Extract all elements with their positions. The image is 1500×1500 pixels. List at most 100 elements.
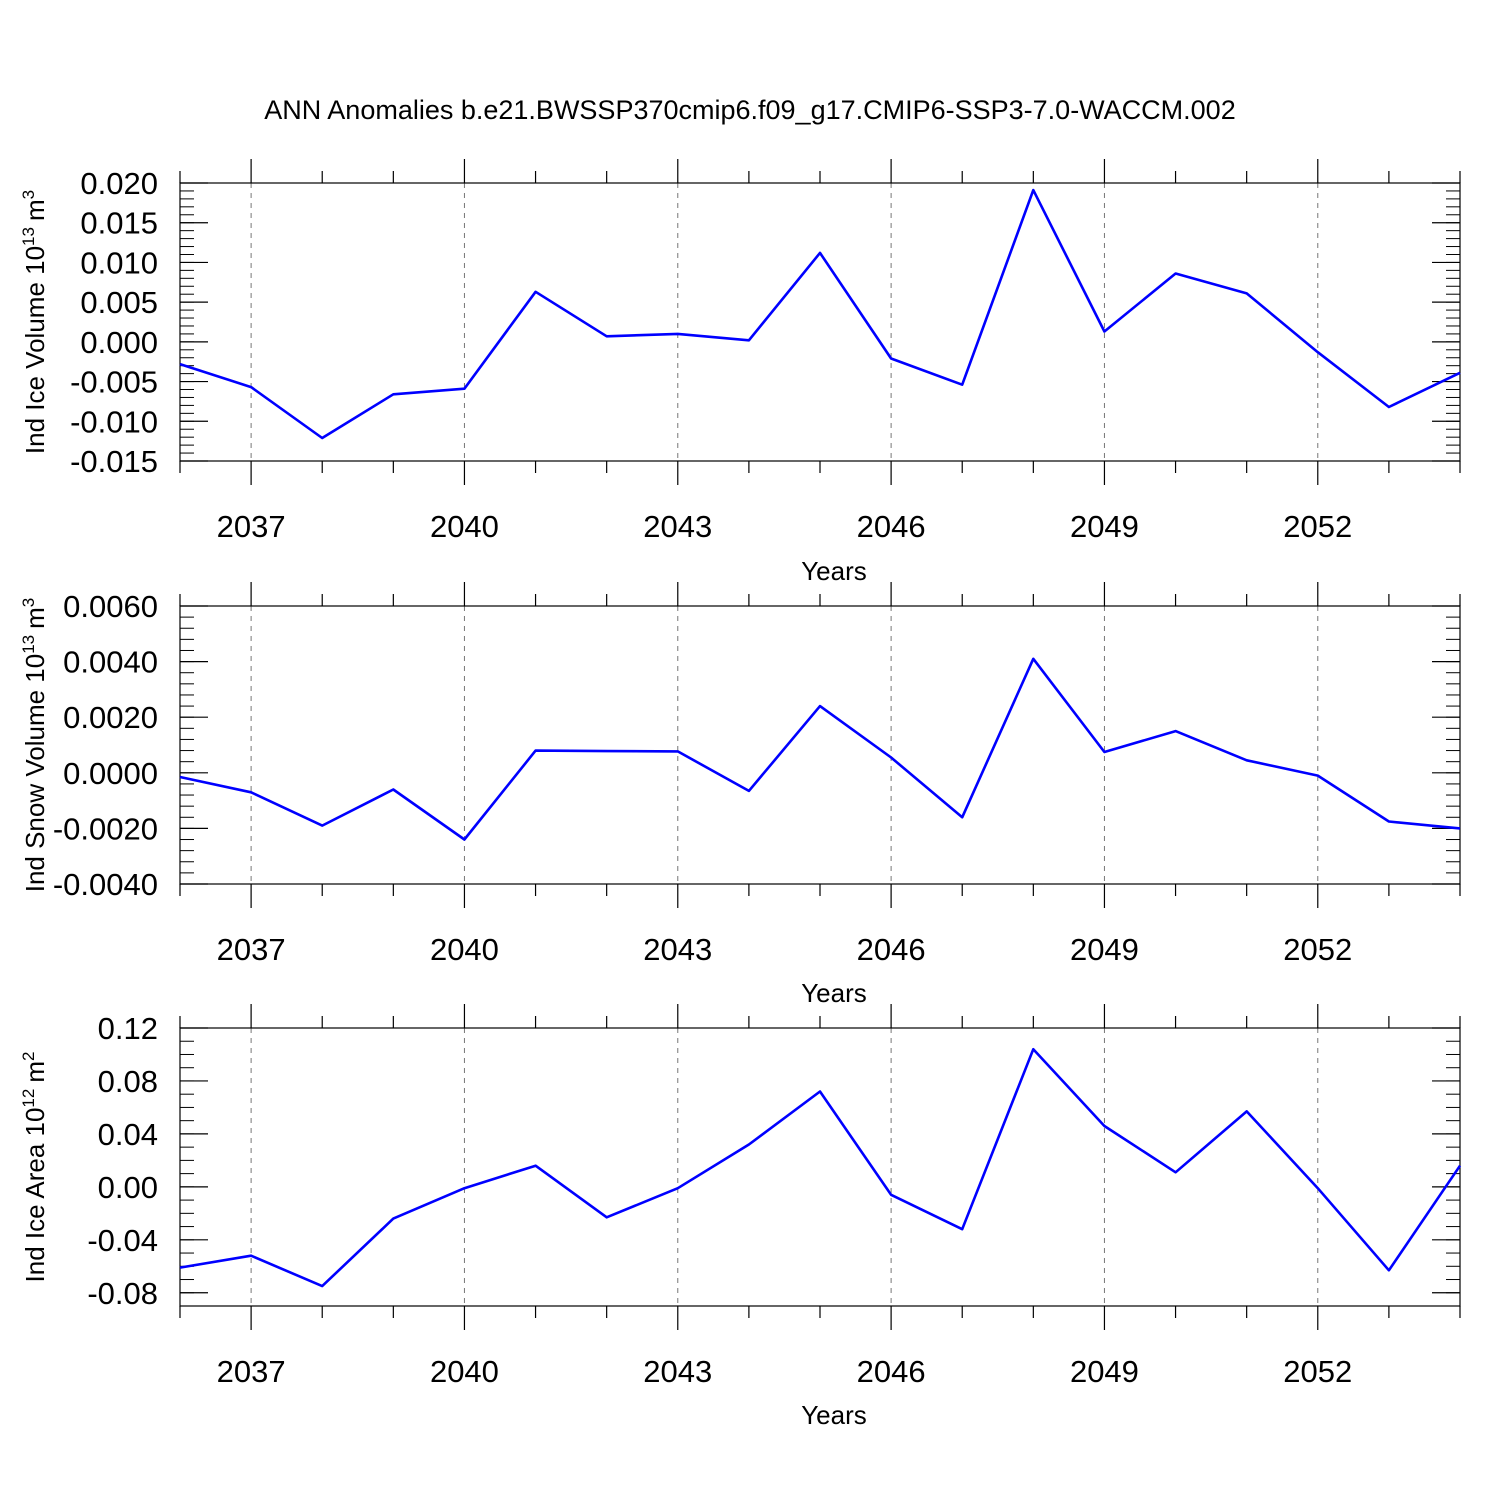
- plot-frame: [179, 1027, 1461, 1307]
- y-tick-label: 0.015: [80, 206, 158, 241]
- x-tick-label: 2049: [1070, 1354, 1139, 1389]
- x-tick-label: 2043: [643, 932, 712, 967]
- data-point: [249, 385, 253, 389]
- x-tick-label: 2046: [857, 509, 926, 544]
- data-point: [1102, 330, 1106, 334]
- data-point: [178, 362, 182, 366]
- series-line: [179, 1047, 1462, 1288]
- data-point: [1316, 1186, 1320, 1190]
- x-axis-label: Years: [801, 1400, 867, 1430]
- data-point: [818, 1090, 822, 1094]
- data-point: [676, 749, 680, 753]
- plot-frame: [179, 182, 1461, 462]
- y-axis-label-exponent: 12: [19, 1089, 38, 1108]
- y-tick-label: -0.0020: [53, 811, 158, 846]
- data-point: [1316, 350, 1320, 354]
- y-tick-label: 0.00: [98, 1170, 158, 1205]
- data-point: [1245, 291, 1249, 295]
- data-point: [462, 387, 466, 391]
- data-point: [534, 1164, 538, 1168]
- data-point: [1174, 1170, 1178, 1174]
- y-tick-label: 0.0020: [63, 700, 158, 735]
- data-point: [1316, 774, 1320, 778]
- x-tick-label: 2052: [1283, 932, 1352, 967]
- x-tick-label: 2049: [1070, 509, 1139, 544]
- data-point: [960, 1227, 964, 1231]
- x-tick-label: 2052: [1283, 1354, 1352, 1389]
- data-point: [178, 775, 182, 779]
- data-point: [1387, 1268, 1391, 1272]
- y-axis-label-unit-exponent: 2: [19, 1052, 38, 1061]
- data-point: [462, 838, 466, 842]
- data-point: [1102, 750, 1106, 754]
- data-point: [320, 436, 324, 440]
- y-tick-label: 0.005: [80, 285, 158, 320]
- data-point: [391, 787, 395, 791]
- x-axis-label: Years: [801, 978, 867, 1008]
- data-point: [1245, 758, 1249, 762]
- y-axis-label-exponent: 13: [19, 635, 38, 654]
- panel-2: -0.0040 -0.0020 0.0000 0.0020 0.0040 0.0060 20…: [19, 582, 1462, 1008]
- x-tick-label: 2046: [857, 932, 926, 967]
- x-tick-label: 2046: [857, 1354, 926, 1389]
- x-tick-label: 2043: [643, 1354, 712, 1389]
- x-tick-label: 2040: [430, 1354, 499, 1389]
- series-line: [179, 188, 1461, 440]
- data-point: [676, 1186, 680, 1190]
- x-tick-label: 2040: [430, 509, 499, 544]
- data-point: [1102, 1124, 1106, 1128]
- x-axis-label: Years: [801, 556, 867, 586]
- data-point: [818, 251, 822, 255]
- y-axis-label-exponent: 13: [19, 227, 38, 246]
- data-point: [889, 357, 893, 361]
- data-point: [747, 1142, 751, 1146]
- x-tick-label: 2049: [1070, 932, 1139, 967]
- y-tick-label: 0.010: [80, 245, 158, 280]
- data-point: [534, 749, 538, 753]
- y-tick-label: 0.0040: [63, 645, 158, 680]
- y-axis-label-text: Ind Ice Volume 10: [20, 246, 50, 454]
- x-tick-label: 2052: [1283, 509, 1352, 544]
- data-point: [1031, 1047, 1035, 1051]
- data-point: [320, 1284, 324, 1288]
- data-point: [1458, 826, 1462, 830]
- y-tick-label: -0.010: [70, 404, 158, 439]
- y-tick-label: -0.04: [87, 1223, 158, 1258]
- data-point: [1174, 729, 1178, 733]
- y-tick-label: -0.0040: [53, 867, 158, 902]
- data-point: [1174, 272, 1178, 276]
- panel-1: -0.015 -0.010 -0.005 0.000 0.005 0.010 0.015 0.…: [19, 159, 1462, 586]
- y-axis-label: Ind Ice Area 1012 m2: [19, 1052, 50, 1283]
- y-tick-label: 0.08: [98, 1064, 158, 1099]
- data-point: [889, 756, 893, 760]
- data-point: [249, 790, 253, 794]
- x-tick-label: 2037: [217, 1354, 286, 1389]
- y-tick-label: -0.015: [70, 444, 158, 479]
- data-point: [534, 290, 538, 294]
- data-point: [960, 383, 964, 387]
- chart-title: ANN Anomalies b.e21.BWSSP370cmip6.f09_g1…: [264, 95, 1235, 125]
- data-point: [1031, 188, 1035, 192]
- y-axis-label-unit-exponent: 3: [19, 598, 38, 607]
- data-point: [1031, 657, 1035, 661]
- data-point: [1387, 405, 1391, 409]
- data-point: [605, 749, 609, 753]
- data-point: [1387, 819, 1391, 823]
- data-point: [818, 704, 822, 708]
- panels: -0.015 -0.010 -0.005 0.000 0.005 0.010 0.015 0.…: [19, 159, 1462, 1430]
- plot-frame: [179, 605, 1461, 885]
- data-point: [889, 1193, 893, 1197]
- y-tick-label: 0.020: [80, 166, 158, 201]
- data-point: [1458, 371, 1462, 375]
- data-point: [320, 824, 324, 828]
- y-axis-label-unit: m: [20, 1061, 50, 1083]
- data-point: [605, 334, 609, 338]
- y-axis-label-text: Ind Snow Volume 10: [20, 654, 50, 893]
- x-tick-label: 2040: [430, 932, 499, 967]
- data-point: [747, 338, 751, 342]
- y-axis-label-unit-exponent: 3: [19, 190, 38, 199]
- data-point: [391, 392, 395, 396]
- y-tick-label: -0.005: [70, 365, 158, 400]
- data-point: [462, 1186, 466, 1190]
